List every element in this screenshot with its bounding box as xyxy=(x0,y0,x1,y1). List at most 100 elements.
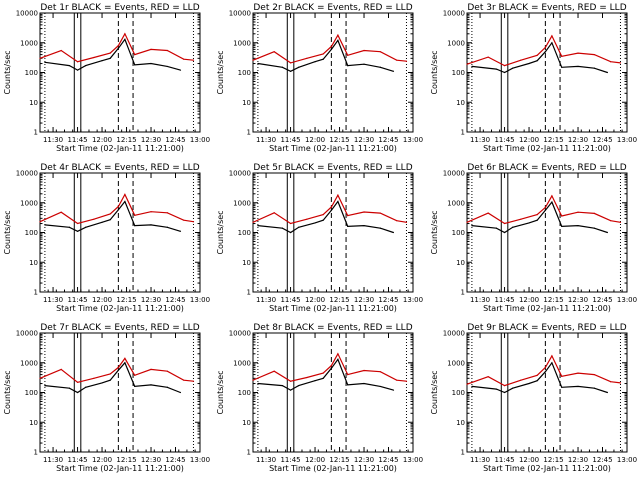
data-point xyxy=(76,61,79,63)
chart-title: Det 9r BLACK = Events, RED = LLD xyxy=(467,323,626,333)
x-axis-label: Start Time (02-Jan-11 11:21:00) xyxy=(56,144,184,153)
x-tick-label: 12:00 xyxy=(92,456,112,464)
data-point xyxy=(289,231,292,234)
data-point xyxy=(577,65,579,68)
y-tick-label: 10000 xyxy=(443,330,465,338)
data-point xyxy=(117,47,119,49)
x-tick-label: 11:45 xyxy=(67,136,87,144)
y-tick-label: 10000 xyxy=(229,170,251,178)
y-axis-label: Counts/sec xyxy=(216,50,225,94)
y-tick-label: 10000 xyxy=(229,330,251,338)
y-tick-label: 1 xyxy=(247,449,251,457)
y-tick-label: 10000 xyxy=(16,170,38,178)
data-point xyxy=(379,371,381,373)
data-point xyxy=(347,54,349,56)
data-point xyxy=(330,45,332,48)
x-tick-label: 12:00 xyxy=(519,456,539,464)
data-point xyxy=(257,62,259,65)
data-point xyxy=(330,48,332,50)
data-point xyxy=(124,357,126,360)
x-tick-label: 12:30 xyxy=(568,136,588,144)
data-point xyxy=(495,388,497,390)
data-point xyxy=(179,391,182,394)
data-point xyxy=(124,38,126,40)
x-tick-label: 12:30 xyxy=(568,296,588,304)
data-point xyxy=(593,212,595,214)
data-point xyxy=(379,385,381,388)
y-tick-label: 100 xyxy=(238,229,251,237)
y-tick-label: 1 xyxy=(461,449,465,457)
x-axis-label: Start Time (02-Jan-11 11:21:00) xyxy=(269,144,397,153)
y-tick-label: 1000 xyxy=(20,39,38,47)
x-tick-label: 12:30 xyxy=(354,136,374,144)
plot-frame xyxy=(466,172,628,293)
chart-title: Det 7r BLACK = Events, RED = LLD xyxy=(40,323,199,333)
data-point xyxy=(606,71,609,74)
data-point xyxy=(551,355,553,357)
x-tick-label: 11:30 xyxy=(256,136,276,144)
data-point xyxy=(606,391,609,394)
data-point xyxy=(392,70,395,72)
data-point xyxy=(396,220,398,222)
data-point xyxy=(330,367,332,369)
chart-title: Det 3r BLACK = Events, RED = LLD xyxy=(467,3,626,13)
data-point xyxy=(337,194,339,196)
data-point xyxy=(252,379,254,381)
x-tick-label: 13:00 xyxy=(617,296,637,304)
data-point xyxy=(536,60,538,62)
y-axis-label: Counts/sec xyxy=(430,50,439,94)
data-point xyxy=(503,391,506,394)
y-tick-label: 10 xyxy=(29,99,38,107)
data-point xyxy=(536,374,538,376)
series-line-lld xyxy=(252,33,407,64)
y-tick-label: 1 xyxy=(247,129,251,137)
chart-panel-6: Det 6r BLACK = Events, RED = LLD 1 10 100 10… xyxy=(430,163,637,313)
data-point xyxy=(363,211,365,213)
data-point xyxy=(379,66,381,68)
y-tick-label: 100 xyxy=(25,69,38,77)
x-axis-label: Start Time (02-Jan-11 11:21:00) xyxy=(269,464,397,473)
data-point xyxy=(289,70,292,72)
x-tick-label: 11:30 xyxy=(256,456,276,464)
data-point xyxy=(337,358,339,360)
chart-title: Det 1r BLACK = Events, RED = LLD xyxy=(40,3,199,13)
x-tick-label: 12:00 xyxy=(92,136,112,144)
data-point xyxy=(363,369,365,372)
chart-panel-4: Det 4r BLACK = Events, RED = LLD 1 10 100 10… xyxy=(3,163,210,313)
y-tick-label: 1000 xyxy=(447,199,465,207)
data-point xyxy=(561,66,563,68)
data-point xyxy=(183,58,185,60)
data-point xyxy=(117,209,119,211)
x-tick-label: 12:00 xyxy=(519,296,539,304)
y-tick-label: 10 xyxy=(29,419,38,427)
data-point xyxy=(60,49,62,52)
y-axis-label: Counts/sec xyxy=(430,370,439,414)
data-point xyxy=(347,214,349,217)
data-point xyxy=(536,380,538,382)
data-point xyxy=(322,377,324,379)
data-point xyxy=(322,213,324,216)
y-tick-label: 10000 xyxy=(16,330,38,338)
y-tick-label: 10 xyxy=(242,259,251,267)
data-point xyxy=(39,377,41,379)
data-point xyxy=(166,370,168,372)
chart-title: Det 8r BLACK = Events, RED = LLD xyxy=(253,323,412,333)
data-point xyxy=(252,221,254,223)
y-tick-label: 10 xyxy=(29,259,38,267)
data-point xyxy=(124,33,126,35)
plot-frame xyxy=(252,172,414,293)
data-point xyxy=(192,59,195,61)
data-point xyxy=(306,57,308,59)
data-point xyxy=(528,382,530,385)
data-point xyxy=(593,67,595,69)
data-point xyxy=(593,227,595,229)
x-tick-label: 12:45 xyxy=(165,296,185,304)
data-point xyxy=(561,55,563,57)
series-line-events xyxy=(471,41,608,74)
y-axis-label: Counts/sec xyxy=(3,210,12,254)
data-point xyxy=(619,382,622,384)
data-point xyxy=(166,65,168,68)
y-tick-label: 100 xyxy=(452,229,465,237)
y-tick-label: 10 xyxy=(242,419,251,427)
data-point xyxy=(512,67,514,69)
